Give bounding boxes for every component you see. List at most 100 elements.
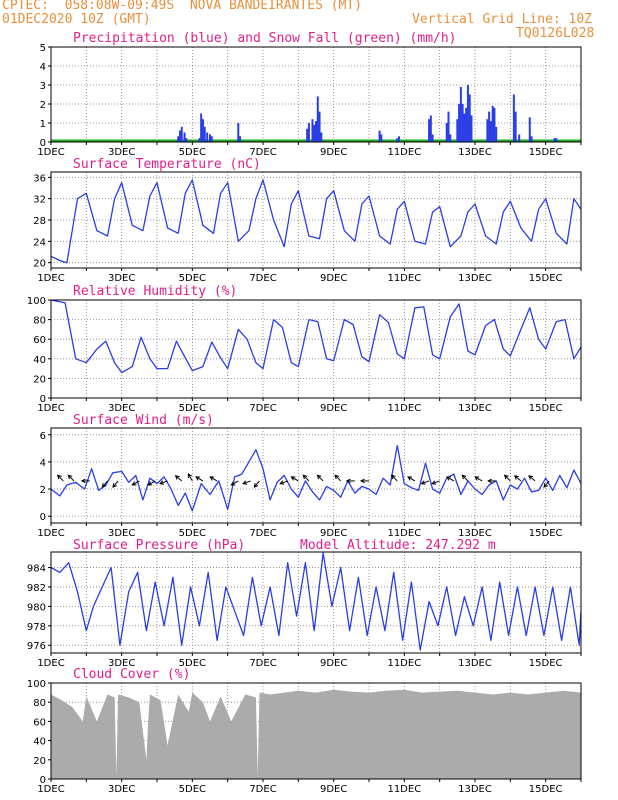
y-tick-label: 100 bbox=[27, 296, 46, 307]
panel-1: 0 1 2 3 4 5 1DEC 3DEC 5DEC 7DEC 9DEC 11DEC 13DEC 15DE… bbox=[37, 31, 582, 158]
wind-vector bbox=[474, 476, 483, 482]
wind-vector-head bbox=[195, 476, 201, 481]
precip-bar bbox=[311, 119, 314, 142]
precip-bar bbox=[465, 107, 468, 142]
x-tick-label: 3DEC bbox=[108, 403, 135, 414]
y-tick-label: 40 bbox=[33, 355, 46, 366]
grid-note: Vertical Grid Line: 10Z bbox=[412, 12, 593, 27]
precip-bar bbox=[177, 136, 180, 142]
x-tick-label: 9DEC bbox=[320, 403, 347, 414]
x-tick-label: 1DEC bbox=[37, 528, 64, 539]
x-tick-label: 9DEC bbox=[320, 784, 347, 795]
wind-vector-head bbox=[174, 475, 180, 480]
series-line bbox=[50, 552, 582, 651]
x-tick-label: 7DEC bbox=[249, 784, 276, 795]
wind-vector bbox=[421, 480, 430, 485]
precip-bar bbox=[210, 136, 213, 142]
wind-vector-head bbox=[445, 476, 451, 481]
y-tick-label: 6 bbox=[40, 431, 46, 442]
precip-bar bbox=[316, 96, 319, 142]
y-tick-label: 0 bbox=[40, 512, 46, 523]
wind-vector bbox=[242, 480, 251, 485]
plot-frame bbox=[50, 299, 582, 399]
wind-vector-head bbox=[345, 478, 351, 484]
wind-vector bbox=[291, 476, 299, 482]
x-tick-label: 5DEC bbox=[179, 528, 206, 539]
y-tick-label: 2 bbox=[40, 100, 46, 111]
precip-bar bbox=[239, 136, 242, 142]
y-tick-label: 978 bbox=[27, 622, 46, 633]
x-tick-label: 13DEC bbox=[458, 528, 492, 539]
y-tick-label: 20 bbox=[33, 259, 46, 270]
wind-vector bbox=[504, 474, 511, 482]
precip-bar bbox=[431, 134, 434, 142]
wind-vector-head bbox=[80, 478, 86, 484]
wind-vector bbox=[132, 480, 140, 486]
x-tick-label: 11DEC bbox=[387, 528, 421, 539]
wind-vector bbox=[280, 480, 288, 485]
y-tick-label: 24 bbox=[33, 237, 46, 248]
panel-title: Precipitation (blue) and Snow Fall (gree… bbox=[73, 31, 457, 46]
wind-vector-head bbox=[242, 480, 248, 485]
y-tick-label: 4 bbox=[40, 62, 46, 73]
precip-bar bbox=[378, 130, 381, 142]
plot-frame bbox=[50, 551, 582, 654]
panel-2: 20 24 28 32 36 1DEC 3DEC 5DEC 7DEC 9DEC 11DEC 13DEC… bbox=[33, 157, 582, 284]
cloud-cover-area bbox=[51, 689, 581, 779]
wind-vector-head bbox=[112, 483, 117, 488]
y-tick-label: 1 bbox=[40, 119, 46, 130]
x-tick-label: 5DEC bbox=[179, 147, 206, 158]
wind-vector bbox=[231, 480, 239, 486]
precip-bar bbox=[209, 134, 211, 142]
y-tick-label: 32 bbox=[33, 195, 46, 206]
precip-bar bbox=[449, 134, 452, 142]
precip-bar bbox=[183, 132, 186, 142]
wind-vector bbox=[391, 474, 398, 482]
wind-vector-head bbox=[461, 474, 467, 480]
precip-bar bbox=[466, 85, 469, 142]
x-tick-label: 3DEC bbox=[108, 147, 135, 158]
y-tick-label: 0 bbox=[40, 138, 46, 149]
x-tick-label: 3DEC bbox=[108, 528, 135, 539]
x-tick-label: 3DEC bbox=[108, 658, 135, 669]
precip-bar bbox=[491, 105, 494, 142]
x-tick-label: 9DEC bbox=[320, 147, 347, 158]
precip-bar bbox=[313, 124, 316, 142]
x-tick-label: 15DEC bbox=[529, 658, 563, 669]
wind-vector-head bbox=[514, 475, 519, 480]
panel-5: 976 978 980 982 984 1DEC 3DEC 5DEC 7DEC 9DEC 11DEC… bbox=[27, 538, 582, 669]
precip-bar bbox=[530, 136, 533, 142]
precip-bar bbox=[307, 123, 310, 142]
x-tick-label: 7DEC bbox=[249, 528, 276, 539]
y-tick-label: 100 bbox=[27, 679, 46, 690]
wind-vector-head bbox=[67, 474, 73, 480]
x-tick-label: 11DEC bbox=[387, 147, 421, 158]
panel-title: Cloud Cover (%) bbox=[73, 667, 190, 682]
plot-frame bbox=[50, 46, 582, 143]
precip-bar bbox=[458, 104, 461, 142]
x-tick-label: 3DEC bbox=[108, 273, 135, 284]
x-tick-label: 13DEC bbox=[458, 147, 492, 158]
wind-vector bbox=[102, 480, 108, 488]
y-tick-label: 982 bbox=[27, 583, 46, 594]
precip-bar bbox=[185, 138, 188, 142]
station-header: CPTEC: 058:08W-09:49S NOVA BANDEIRANTES … bbox=[2, 0, 363, 13]
wind-vector bbox=[112, 480, 119, 488]
y-tick-label: 984 bbox=[27, 564, 46, 575]
x-tick-label: 1DEC bbox=[37, 403, 64, 414]
x-tick-label: 15DEC bbox=[529, 273, 563, 284]
precip-bar bbox=[514, 111, 517, 142]
precip-bar bbox=[306, 128, 309, 142]
y-tick-label: 60 bbox=[33, 717, 46, 728]
wind-vector-head bbox=[209, 476, 215, 481]
precip-bar bbox=[447, 111, 450, 142]
wind-vector-head bbox=[230, 481, 236, 486]
panel-annotation: Model Altitude: 247.292 m bbox=[300, 538, 496, 553]
series-line bbox=[50, 444, 582, 512]
y-tick-label: 0 bbox=[40, 775, 46, 786]
wind-vector bbox=[57, 474, 64, 482]
precip-bar bbox=[200, 113, 203, 142]
x-tick-label: 11DEC bbox=[387, 273, 421, 284]
wind-vector bbox=[187, 473, 193, 482]
